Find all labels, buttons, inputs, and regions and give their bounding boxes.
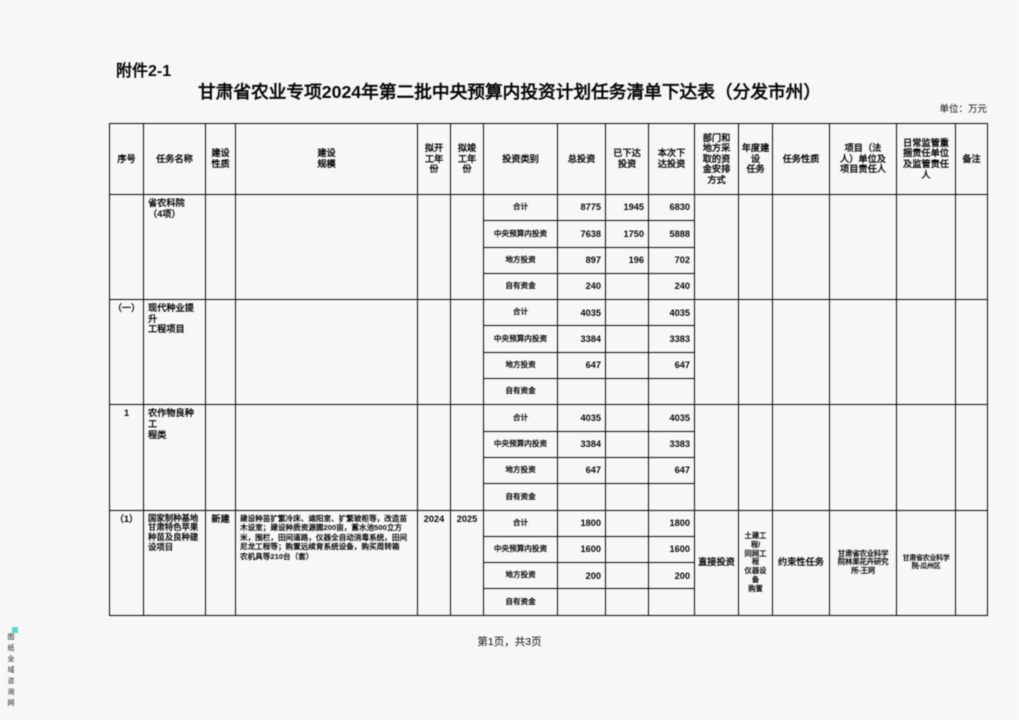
svg-text:全: 全 [8, 654, 15, 663]
svg-text:图: 图 [8, 633, 15, 641]
svg-text:询: 询 [8, 687, 15, 696]
svg-text:咨: 咨 [8, 676, 15, 685]
svg-text:网: 网 [8, 699, 15, 707]
svg-text:纸: 纸 [8, 643, 15, 652]
svg-text:域: 域 [8, 665, 15, 674]
